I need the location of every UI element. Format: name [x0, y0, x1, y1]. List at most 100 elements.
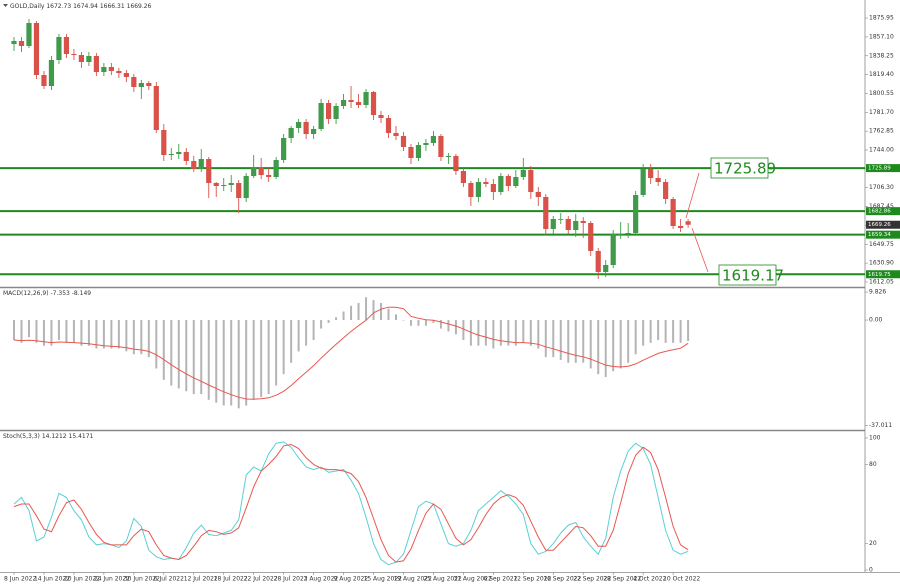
- candle-body: [408, 147, 414, 158]
- macd-bar: [409, 320, 412, 326]
- candle-body: [56, 37, 62, 60]
- candle-body: [251, 167, 257, 176]
- candle-body: [236, 183, 242, 198]
- candle-body: [243, 176, 249, 198]
- price-tag-label: 1669.26: [868, 222, 891, 228]
- candle-body: [633, 195, 639, 233]
- candle-body: [550, 219, 556, 229]
- x-tick-label: 31 Aug 2022: [453, 576, 492, 583]
- candle-body: [558, 219, 564, 220]
- macd-bar: [552, 320, 555, 358]
- macd-bar: [57, 320, 60, 340]
- candle-body: [228, 183, 234, 185]
- candle-body: [498, 176, 504, 192]
- candle-body: [41, 75, 47, 86]
- x-tick-label: 12 Jul 2022: [184, 576, 218, 583]
- macd-bar: [102, 320, 105, 349]
- macd-bar: [87, 320, 90, 346]
- indicator-header: MACD(12,26,9) -7.353 -8.149: [3, 290, 91, 297]
- candle-body: [86, 56, 92, 62]
- chart-header: GOLD,Daily 1672.73 1674.94 1666.31 1669.…: [10, 3, 152, 10]
- x-tick-label: 8 Jun 2022: [4, 576, 36, 583]
- candle-body: [535, 192, 541, 197]
- candle-body: [453, 156, 459, 171]
- macd-bar: [589, 320, 592, 369]
- candle-body: [63, 37, 70, 54]
- candle-body: [400, 136, 407, 147]
- candle-body: [221, 185, 227, 186]
- macd-bar: [394, 314, 397, 321]
- annotation-box: [718, 264, 777, 286]
- macd-bar: [679, 320, 682, 343]
- candle-body: [108, 67, 114, 71]
- candle-body: [340, 100, 347, 106]
- annotation: 1725.89: [714, 160, 776, 178]
- candle-body: [595, 251, 601, 272]
- macd-bar: [462, 320, 465, 340]
- y-tick-label: 1649.75: [869, 241, 894, 248]
- candle-body: [116, 71, 122, 73]
- y-tick-label: 1857.10: [869, 33, 894, 40]
- candle-body: [385, 118, 392, 133]
- candle-body: [565, 219, 571, 230]
- macd-bar: [432, 320, 435, 323]
- macd-bar: [110, 320, 113, 349]
- level-tag-label: 1619.75: [868, 272, 891, 278]
- candle-body: [311, 129, 317, 134]
- macd-bar: [687, 320, 690, 341]
- macd-bar: [230, 320, 233, 406]
- macd-bar: [42, 320, 45, 346]
- macd-bar: [117, 320, 120, 349]
- candle-body: [198, 159, 204, 169]
- candle-body: [430, 136, 437, 143]
- candle-body: [438, 136, 444, 157]
- level-tag: [866, 230, 900, 239]
- macd-bar: [80, 320, 83, 346]
- indicator-title: Stoch(5,3,3): [3, 433, 40, 440]
- macd-bar: [492, 320, 495, 349]
- y-tick-label: 1838.25: [869, 52, 894, 59]
- candle-body: [355, 102, 362, 105]
- y-tick-label: 0: [869, 567, 873, 574]
- macd-bar: [365, 297, 368, 321]
- macd-bar: [499, 320, 502, 346]
- candle-body: [48, 60, 55, 86]
- macd-bar: [424, 320, 427, 326]
- macd-bar: [350, 305, 353, 321]
- macd-bar: [357, 302, 360, 321]
- macd-bar: [417, 320, 420, 326]
- candle-body: [168, 154, 174, 155]
- candle-body: [678, 226, 684, 228]
- macd-bar: [237, 320, 240, 409]
- candle-body: [490, 184, 496, 192]
- x-tick-label: 19 Aug 2022: [393, 576, 432, 583]
- macd-bar: [155, 320, 158, 369]
- candle-body: [505, 176, 511, 186]
- y-tick-label: 1687.45: [869, 203, 894, 210]
- macd-bar: [245, 320, 248, 406]
- macd-bar: [582, 320, 585, 363]
- k-line: [13, 441, 689, 566]
- x-tick-label: 22 Sep 2022: [573, 576, 611, 583]
- candle-body: [333, 106, 339, 119]
- level-tag-label: 1682.86: [868, 209, 891, 215]
- macd-bar: [327, 320, 330, 323]
- candle-body: [161, 130, 167, 155]
- x-tick-label: 20 Jun 2022: [64, 576, 100, 583]
- indicator-header: Stoch(5,3,3) 14.1212 15.4171: [3, 433, 94, 440]
- trend-line: [691, 227, 709, 273]
- macd-bar: [447, 320, 450, 332]
- y-tick-label: 0.00: [869, 317, 883, 324]
- candle-body: [303, 122, 309, 134]
- y-tick-label: 1744.00: [869, 147, 894, 154]
- macd-bar: [260, 320, 263, 397]
- y-tick-label: -37.011: [869, 422, 892, 429]
- candle-body: [348, 100, 354, 102]
- candle-body: [378, 115, 384, 118]
- menu-icon: [3, 4, 8, 7]
- x-tick-label: 22 Jul 2022: [244, 576, 278, 583]
- macd-bar: [192, 320, 195, 395]
- candle-body: [528, 170, 534, 192]
- macd-bar: [537, 320, 540, 349]
- macd-bar: [320, 320, 323, 329]
